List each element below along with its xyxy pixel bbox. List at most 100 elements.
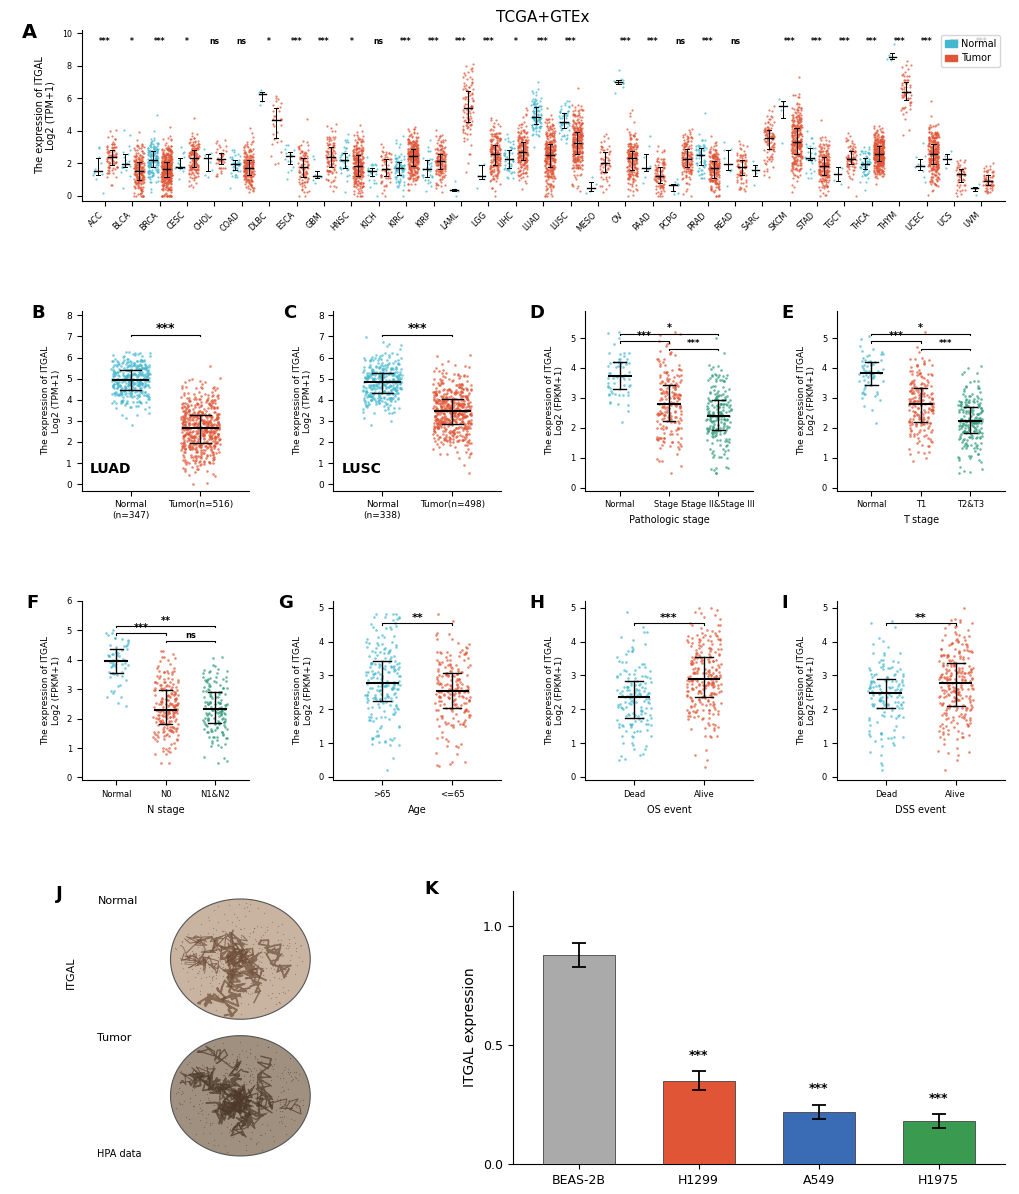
Point [704, 424, 720, 443]
Point [287, 1067, 304, 1087]
Point [568, 115, 584, 134]
Point [701, 160, 717, 179]
Point [267, 995, 283, 1014]
Point [158, 689, 174, 708]
Point [922, 400, 938, 419]
Point [162, 718, 178, 737]
Point [924, 131, 941, 150]
Point [871, 148, 888, 167]
Point [114, 347, 130, 367]
Point [459, 80, 475, 99]
Point [629, 166, 645, 185]
Point [525, 109, 541, 128]
Point [434, 374, 450, 393]
Point [565, 131, 581, 150]
Point [203, 927, 219, 946]
Point [639, 688, 655, 707]
Point [928, 123, 945, 142]
Point [130, 166, 147, 185]
Point [187, 933, 204, 952]
Point [381, 736, 397, 755]
Point [113, 392, 129, 411]
Point [156, 150, 172, 170]
Point [250, 955, 266, 974]
Point [117, 659, 133, 678]
Point [870, 144, 887, 164]
Point [709, 669, 726, 688]
Point [921, 172, 937, 191]
Point [955, 407, 971, 426]
Point [843, 156, 859, 176]
Point [922, 384, 938, 404]
Point [714, 400, 731, 419]
Point [914, 410, 930, 429]
Point [866, 164, 882, 183]
Point [243, 171, 259, 190]
Point [510, 143, 526, 162]
Point [925, 143, 942, 162]
Point [441, 427, 458, 447]
Point [428, 400, 444, 419]
Point [196, 444, 212, 463]
Point [953, 661, 969, 681]
Point [194, 425, 210, 444]
Point [448, 664, 465, 683]
Point [208, 418, 224, 437]
Point [237, 1140, 254, 1159]
Point [390, 399, 407, 418]
Point [294, 160, 311, 179]
Point [672, 365, 688, 384]
Point [511, 137, 527, 156]
Point [655, 159, 672, 178]
Point [514, 131, 530, 150]
Point [438, 651, 454, 670]
Point [871, 679, 888, 698]
Point [355, 362, 371, 381]
Point [967, 414, 983, 433]
Point [901, 96, 917, 115]
Point [173, 413, 190, 432]
Point [954, 384, 970, 404]
Point [120, 380, 137, 399]
Point [788, 152, 804, 171]
Point [871, 136, 888, 155]
Point [405, 141, 421, 160]
Point [678, 135, 694, 154]
Point [541, 155, 557, 174]
Point [928, 153, 945, 172]
Point [708, 148, 725, 167]
Point [176, 412, 193, 431]
Point [262, 937, 278, 956]
Point [327, 162, 343, 181]
Point [238, 146, 255, 165]
Point [431, 154, 447, 173]
Point [676, 150, 692, 170]
Point [382, 144, 398, 164]
Point [565, 125, 581, 144]
Point [853, 152, 869, 171]
Point [229, 1084, 246, 1103]
Point [118, 374, 135, 393]
Point [873, 135, 890, 154]
Point [126, 382, 143, 401]
Point [341, 144, 358, 164]
Point [668, 174, 685, 193]
Point [326, 159, 342, 178]
Point [969, 424, 985, 443]
Point [504, 131, 521, 150]
Point [142, 143, 158, 162]
Point [655, 408, 672, 427]
Point [895, 98, 911, 117]
Point [647, 172, 663, 191]
Point [969, 404, 985, 423]
Point [542, 149, 558, 168]
Point [543, 150, 559, 170]
Point [435, 407, 451, 426]
Point [625, 142, 641, 161]
Point [125, 164, 142, 183]
Point [202, 1115, 218, 1134]
Point [949, 746, 965, 765]
Point [552, 97, 569, 116]
Point [146, 681, 162, 700]
Point [908, 338, 924, 357]
